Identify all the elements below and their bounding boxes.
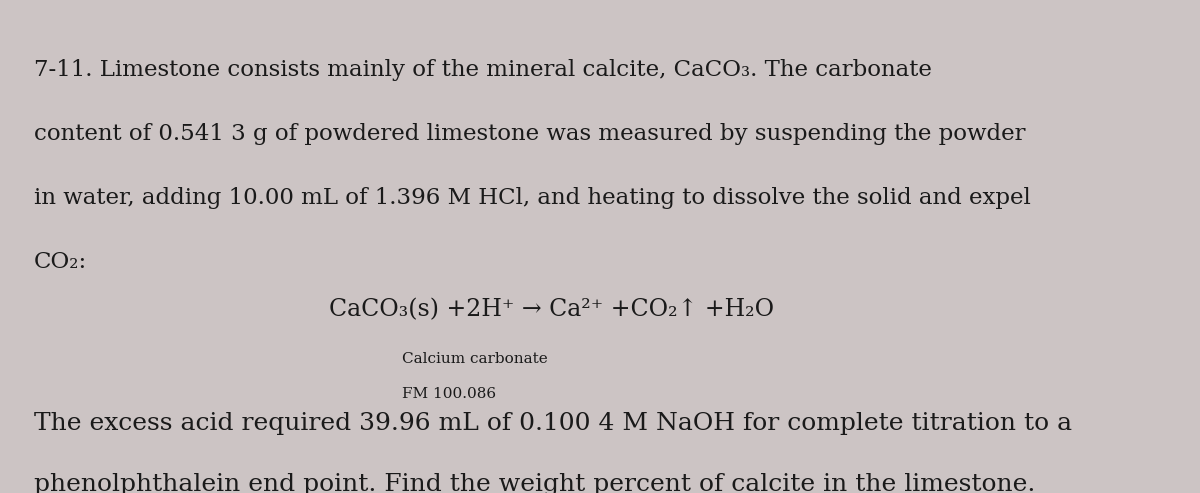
Text: Calcium carbonate: Calcium carbonate [402,352,547,366]
Text: CO₂:: CO₂: [34,251,86,274]
Text: phenolphthalein end point. Find the weight percent of calcite in the limestone.: phenolphthalein end point. Find the weig… [34,473,1034,493]
Text: FM 100.086: FM 100.086 [402,387,496,401]
Text: The excess acid required 39.96 mL of 0.100 4 M NaOH for complete titration to a: The excess acid required 39.96 mL of 0.1… [34,412,1072,435]
Text: in water, adding 10.00 mL of 1.396 M HCl, and heating to dissolve the solid and : in water, adding 10.00 mL of 1.396 M HCl… [34,187,1031,210]
Text: content of 0.541 3 g of powdered limestone was measured by suspending the powder: content of 0.541 3 g of powdered limesto… [34,123,1025,145]
Text: 7-11. Limestone consists mainly of the mineral calcite, CaCO₃. The carbonate: 7-11. Limestone consists mainly of the m… [34,59,931,81]
Text: CaCO₃(s) +2H⁺ → Ca²⁺ +CO₂↑ +H₂O: CaCO₃(s) +2H⁺ → Ca²⁺ +CO₂↑ +H₂O [330,298,774,321]
